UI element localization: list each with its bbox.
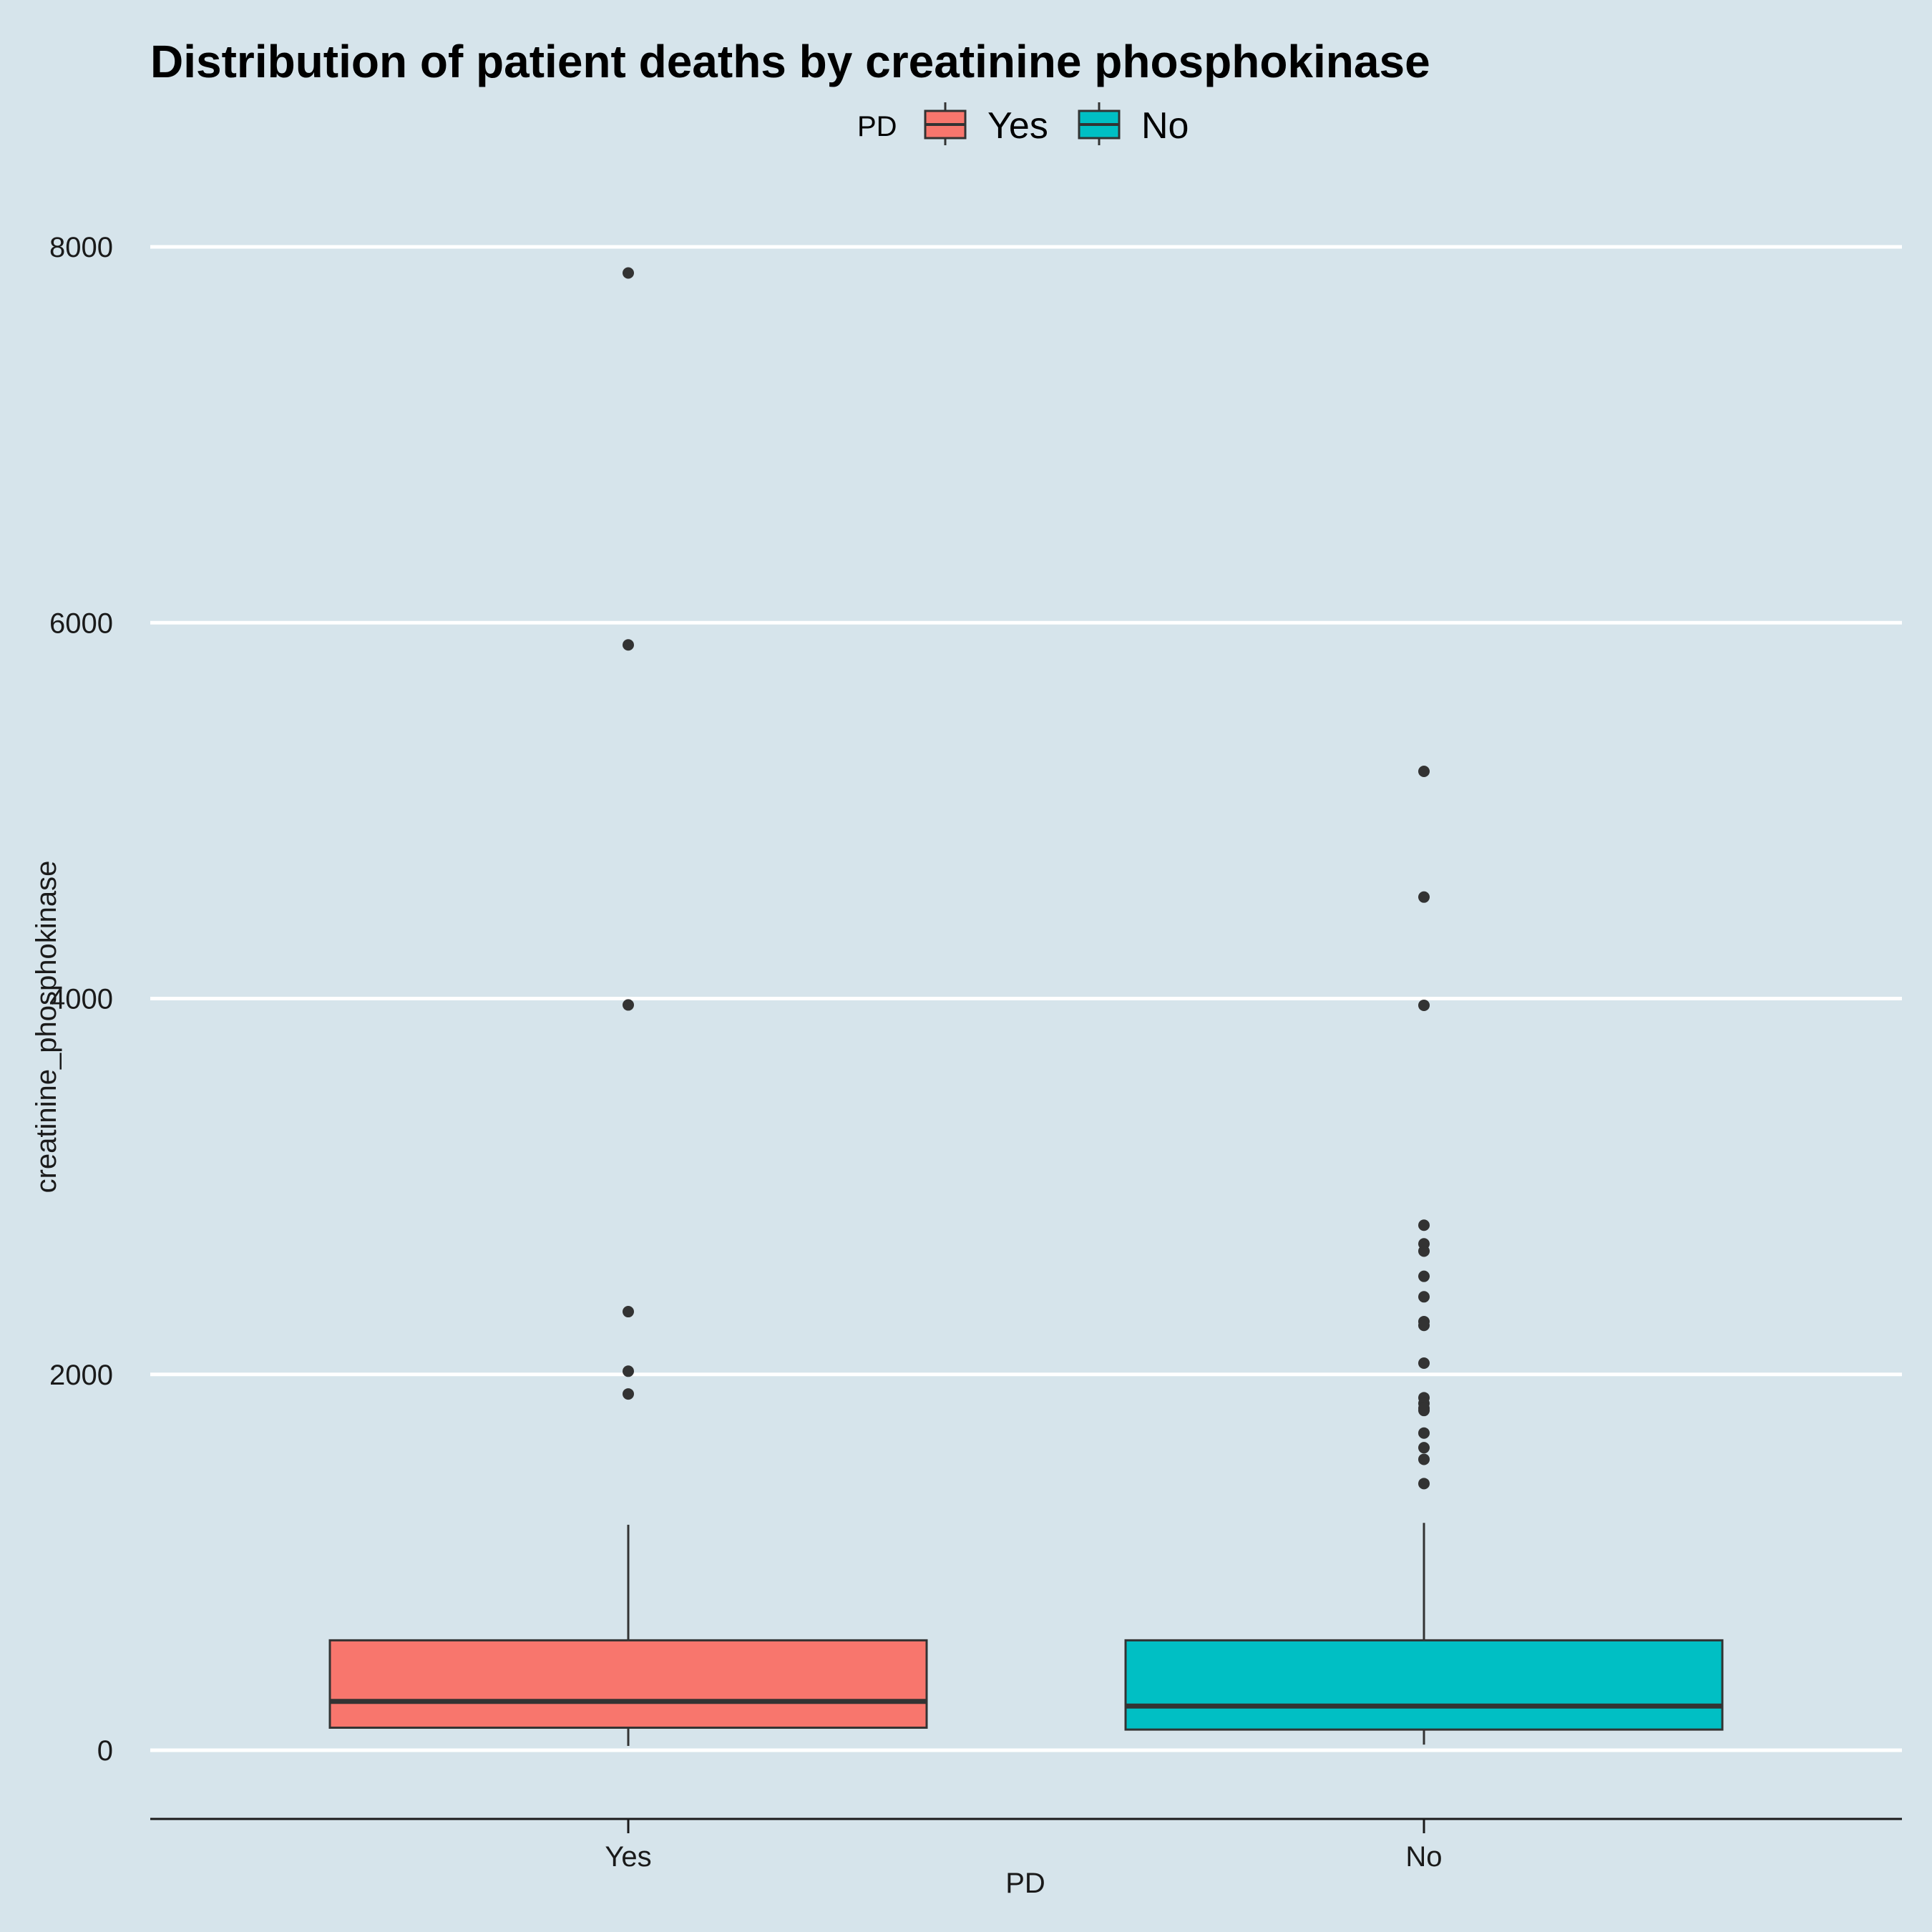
x-tick-label: Yes — [605, 1841, 651, 1873]
outlier-point — [1418, 1319, 1430, 1332]
y-tick-label: 4000 — [49, 984, 113, 1015]
outlier-point — [1418, 1219, 1430, 1231]
outlier-point — [1418, 1427, 1430, 1439]
outlier-point — [1418, 1245, 1430, 1257]
y-tick-label: 0 — [97, 1735, 113, 1767]
y-tick-label: 8000 — [49, 232, 113, 263]
outlier-point — [1418, 1405, 1430, 1417]
outlier-point — [623, 1365, 634, 1377]
legend-item-yes: Yes — [924, 102, 1048, 147]
outlier-point — [1418, 765, 1430, 777]
outlier-point — [1418, 1291, 1430, 1303]
legend-label: Yes — [987, 105, 1048, 147]
legend-label: No — [1141, 105, 1189, 147]
outlier-point — [623, 267, 634, 279]
y-tick-label: 6000 — [49, 608, 113, 639]
box — [328, 1639, 928, 1729]
x-tick-label: No — [1405, 1841, 1442, 1873]
outlier-point — [1418, 1442, 1430, 1454]
outlier-point — [623, 999, 634, 1011]
outlier-point — [623, 1306, 634, 1318]
gridlines — [150, 245, 1902, 1752]
plot-area — [328, 267, 1724, 1746]
box — [1124, 1639, 1724, 1731]
chart-title: Distribution of patient deaths by creati… — [150, 36, 1430, 87]
legend: PD Yes No — [857, 102, 1189, 147]
outlier-point — [623, 639, 634, 651]
x-axis: Yes No — [150, 1818, 1902, 1873]
y-axis-title: creatinine_phosphokinase — [31, 861, 62, 1194]
boxplot-yes — [328, 267, 928, 1746]
outlier-point — [1418, 1357, 1430, 1369]
y-tick-label: 2000 — [49, 1360, 113, 1391]
y-axis: 0 2000 4000 6000 8000 — [49, 232, 113, 1767]
outlier-point — [1418, 1478, 1430, 1490]
outlier-point — [1418, 891, 1430, 903]
outlier-point — [1418, 1453, 1430, 1465]
legend-title: PD — [857, 111, 897, 142]
outlier-point — [1418, 1270, 1430, 1282]
x-axis-title: PD — [1005, 1868, 1045, 1899]
legend-item-no: No — [1078, 102, 1189, 147]
boxplot-no — [1124, 765, 1724, 1745]
outlier-point — [623, 1388, 634, 1400]
outlier-point — [1418, 999, 1430, 1011]
